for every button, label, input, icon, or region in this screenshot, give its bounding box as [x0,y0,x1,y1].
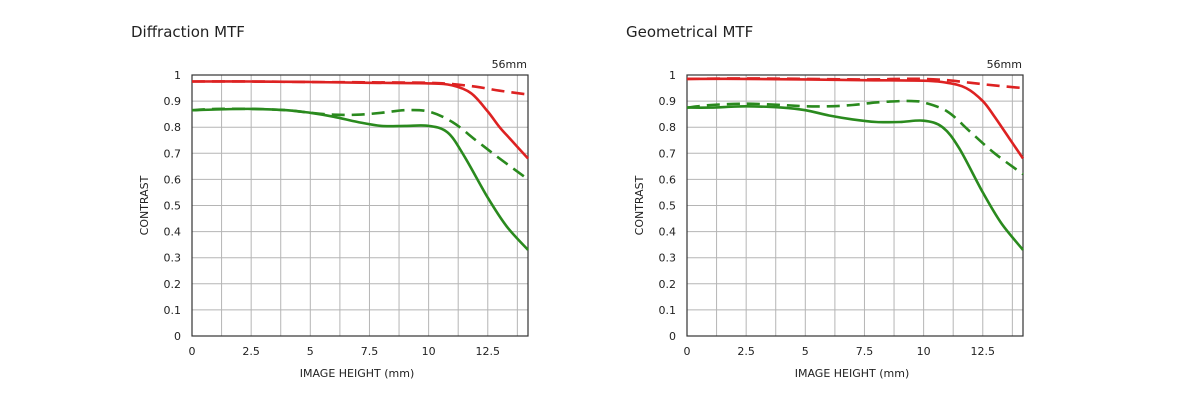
y-tick-label: 0.4 [659,226,677,239]
mtf-curve [686,105,1025,251]
chart-title-geometrical: Geometrical MTF [626,23,754,41]
x-tick-label: 0 [189,345,196,358]
y-tick-label: 0.9 [164,95,182,108]
x-tick-label: 2.5 [242,345,260,358]
x-tick-label: 7.5 [856,345,874,358]
x-tick-label: 0 [684,345,691,358]
y-axis-label: CONTRAST [138,175,151,235]
mtf-curve [191,80,529,160]
y-tick-label: 0.7 [164,147,182,160]
mtf-curve [686,77,1024,90]
mtf-curve [191,80,529,96]
y-tick-label: 0.8 [659,121,677,134]
y-tick-label: 0.5 [164,200,182,213]
x-tick-label: 10 [422,345,436,358]
y-tick-label: 0.6 [659,173,677,186]
y-tick-label: 0 [669,330,676,343]
y-tick-label: 0.2 [659,278,677,291]
mtf-curve [686,99,1024,176]
y-axis-label: CONTRAST [633,175,646,235]
x-tick-label: 10 [917,345,931,358]
y-tick-label: 0.5 [659,200,677,213]
x-axis-label: IMAGE HEIGHT (mm) [300,367,415,380]
y-tick-label: 0.2 [164,278,182,291]
y-tick-label: 0.7 [659,147,677,160]
y-tick-label: 0.4 [164,226,182,239]
y-tick-label: 0.8 [164,121,182,134]
y-tick-label: 0.6 [164,173,182,186]
x-tick-label: 12.5 [971,345,996,358]
y-tick-label: 0.9 [659,95,677,108]
x-tick-label: 2.5 [737,345,755,358]
y-tick-label: 1 [174,69,181,82]
x-tick-label: 12.5 [476,345,501,358]
plot-frame [686,74,1024,337]
x-tick-label: 7.5 [361,345,379,358]
y-tick-label: 0.1 [659,304,677,317]
plot-frame [191,74,529,337]
y-tick-label: 0.3 [659,252,677,265]
chart-title-diffraction: Diffraction MTF [131,23,245,41]
x-tick-label: 5 [307,345,314,358]
focal-length-annotation: 56mm [492,58,527,71]
focal-length-annotation: 56mm [987,58,1022,71]
x-axis-label: IMAGE HEIGHT (mm) [795,367,910,380]
y-tick-label: 0.3 [164,252,182,265]
y-tick-label: 0.1 [164,304,182,317]
mtf-curve [191,107,529,181]
x-tick-label: 5 [802,345,809,358]
y-tick-label: 1 [669,69,676,82]
y-tick-label: 0 [174,330,181,343]
